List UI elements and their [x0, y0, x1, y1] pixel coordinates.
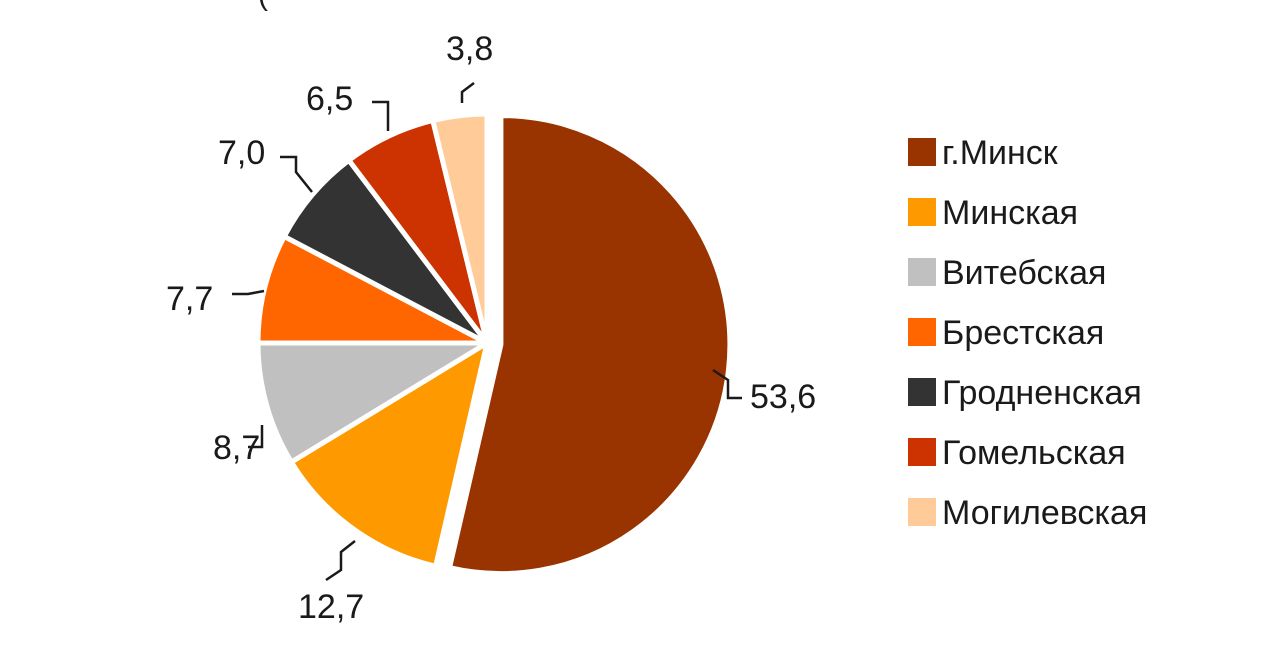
- data-label-1: 53,6: [750, 378, 816, 416]
- leader-line-5: [280, 155, 313, 193]
- label-leader-lines: [232, 82, 742, 582]
- legend-swatch-1: [908, 138, 936, 166]
- data-label-6: 6,5: [306, 80, 353, 118]
- legend-label-5: Гродненская: [942, 374, 1142, 412]
- pie-slice-1: [446, 113, 733, 577]
- data-label-7: 3,8: [446, 30, 493, 68]
- legend-label-2: Минская: [942, 194, 1078, 232]
- leader-line-3: [248, 425, 264, 449]
- data-label-2: 12,7: [298, 588, 364, 626]
- leader-line-6: [372, 100, 390, 131]
- legend-swatch-3: [908, 258, 936, 286]
- legend-label-3: Витебская: [942, 254, 1106, 292]
- data-label-4: 7,7: [166, 280, 213, 318]
- legend-swatch-2: [908, 198, 936, 226]
- data-label-5: 7,0: [218, 134, 265, 172]
- legend-swatch-5: [908, 378, 936, 406]
- legend-label-7: Могилевская: [942, 494, 1147, 532]
- legend-swatch-6: [908, 438, 936, 466]
- pie-slice-3: [255, 340, 496, 466]
- pie-slice-2: [287, 337, 491, 570]
- legend-swatch-4: [908, 318, 936, 346]
- legend-label-1: г.Минск: [942, 134, 1059, 172]
- legend-label-6: Гомельская: [942, 434, 1126, 472]
- pie-slice-7: [429, 111, 490, 344]
- chart-title: (: [258, 0, 268, 12]
- legend-label-4: Брестская: [942, 314, 1104, 352]
- legend: г.Минск Минская Витебская Брестская Гродненс…: [908, 134, 1147, 532]
- data-label-3: 8,7: [213, 429, 260, 467]
- leader-line-2: [325, 540, 356, 582]
- leader-line-4: [232, 289, 265, 296]
- pie-slices: [255, 111, 733, 577]
- legend-swatch-7: [908, 498, 936, 526]
- data-labels: 53,6 12,7 8,7 7,7 7,0 6,5 3,8: [166, 30, 816, 626]
- leader-line-1: [712, 368, 742, 400]
- leader-line-7: [460, 82, 475, 103]
